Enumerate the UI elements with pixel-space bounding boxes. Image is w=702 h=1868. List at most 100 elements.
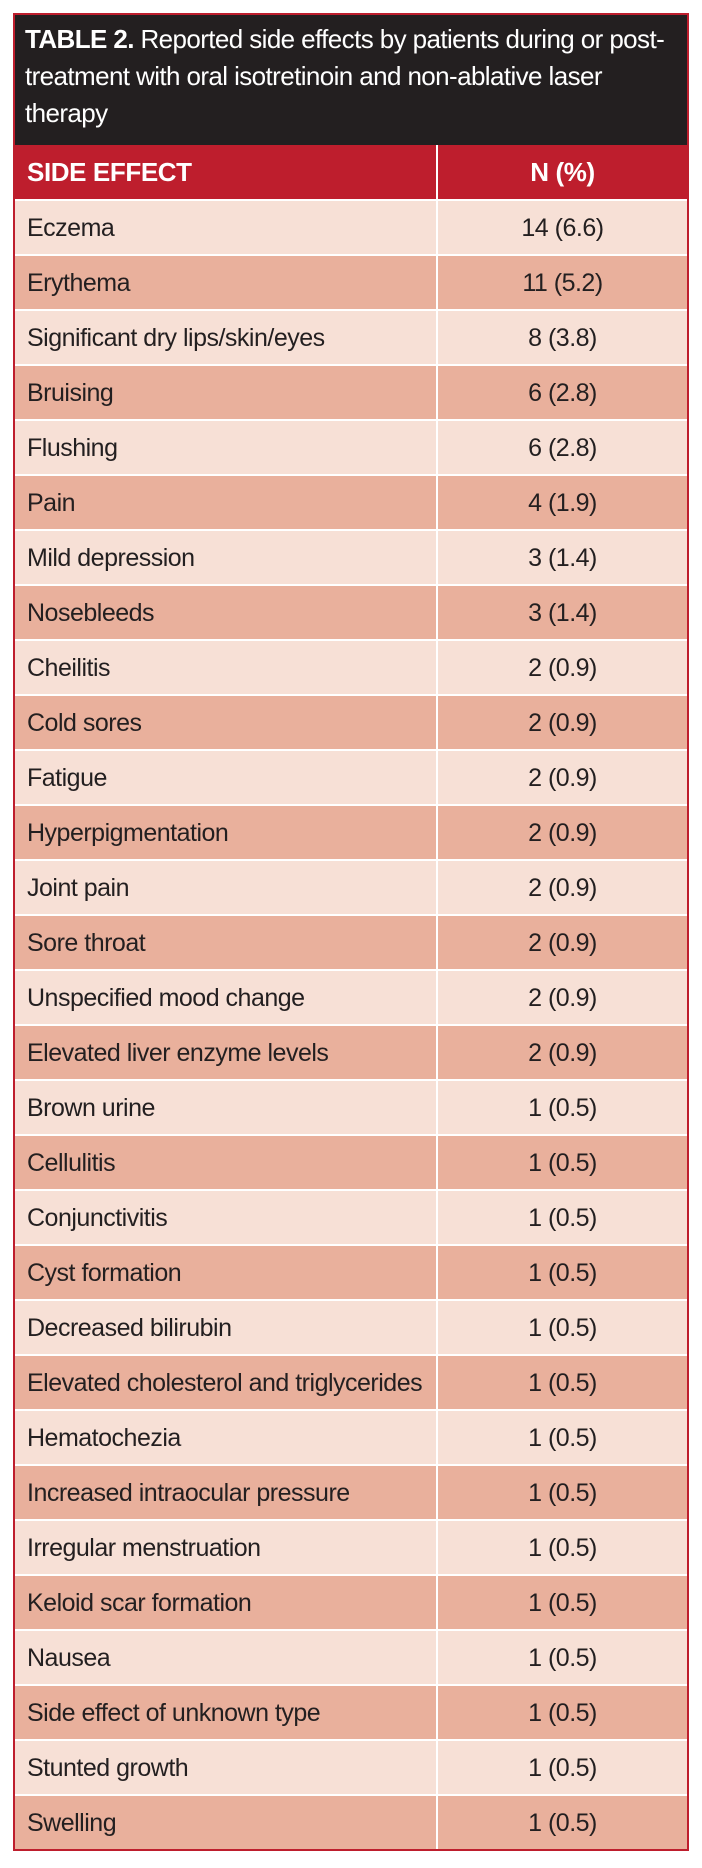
count-cell: 11 (5.2)	[436, 254, 687, 310]
side-effect-cell: Stunted growth	[15, 1739, 437, 1795]
count-cell: 1 (0.5)	[436, 1629, 687, 1685]
side-effect-cell: Cheilitis	[15, 639, 437, 695]
side-effect-cell: Joint pain	[15, 859, 437, 915]
side-effect-cell: Elevated cholesterol and triglycerides	[15, 1354, 437, 1410]
table-title: TABLE 2. Reported side effects by patien…	[15, 15, 687, 145]
table-row: Irregular menstruation 1 (0.5)	[15, 1519, 687, 1575]
table-row: Elevated liver enzyme levels 2 (0.9)	[15, 1024, 687, 1080]
table-row: Erythema 11 (5.2)	[15, 254, 687, 310]
table-row: Flushing 6 (2.8)	[15, 419, 687, 475]
table-row: Keloid scar formation 1 (0.5)	[15, 1574, 687, 1630]
table-row: Cyst formation 1 (0.5)	[15, 1244, 687, 1300]
table-row: Sore throat 2 (0.9)	[15, 914, 687, 970]
table-row: Hyperpigmentation 2 (0.9)	[15, 804, 687, 860]
count-cell: 2 (0.9)	[436, 859, 687, 915]
table-frame: TABLE 2. Reported side effects by patien…	[13, 13, 689, 1851]
table-row: Eczema 14 (6.6)	[15, 199, 687, 255]
count-cell: 1 (0.5)	[436, 1354, 687, 1410]
side-effect-cell: Pain	[15, 474, 437, 530]
count-cell: 1 (0.5)	[436, 1134, 687, 1190]
side-effect-cell: Brown urine	[15, 1079, 437, 1135]
count-cell: 1 (0.5)	[436, 1079, 687, 1135]
table-row: Cheilitis 2 (0.9)	[15, 639, 687, 695]
table-row: Bruising 6 (2.8)	[15, 364, 687, 420]
count-cell: 1 (0.5)	[436, 1684, 687, 1740]
table-row: Significant dry lips/skin/eyes 8 (3.8)	[15, 309, 687, 365]
side-effect-cell: Irregular menstruation	[15, 1519, 437, 1575]
table-row: Elevated cholesterol and triglycerides 1 …	[15, 1354, 687, 1410]
count-cell: 3 (1.4)	[436, 529, 687, 585]
table-body: Eczema 14 (6.6) Erythema 11 (5.2) Significan…	[15, 199, 687, 1849]
table-row: Stunted growth 1 (0.5)	[15, 1739, 687, 1795]
side-effect-cell: Cold sores	[15, 694, 437, 750]
count-cell: 1 (0.5)	[436, 1299, 687, 1355]
table-row: Side effect of unknown type 1 (0.5)	[15, 1684, 687, 1740]
header-row: SIDE EFFECT N (%)	[15, 145, 687, 200]
count-cell: 2 (0.9)	[436, 694, 687, 750]
count-cell: 1 (0.5)	[436, 1189, 687, 1245]
count-cell: 2 (0.9)	[436, 1024, 687, 1080]
count-cell: 2 (0.9)	[436, 639, 687, 695]
side-effect-cell: Increased intraocular pressure	[15, 1464, 437, 1520]
side-effect-cell: Eczema	[15, 199, 437, 255]
table-row: Hematochezia 1 (0.5)	[15, 1409, 687, 1465]
side-effect-cell: Elevated liver enzyme levels	[15, 1024, 437, 1080]
table-row: Brown urine 1 (0.5)	[15, 1079, 687, 1135]
table-row: Swelling 1 (0.5)	[15, 1794, 687, 1849]
table-row: Joint pain 2 (0.9)	[15, 859, 687, 915]
title-text: Reported side effects by patients during…	[25, 24, 665, 128]
count-cell: 1 (0.5)	[436, 1519, 687, 1575]
table-row: Cold sores 2 (0.9)	[15, 694, 687, 750]
table-row: Increased intraocular pressure 1 (0.5)	[15, 1464, 687, 1520]
side-effect-cell: Sore throat	[15, 914, 437, 970]
table-row: Cellulitis 1 (0.5)	[15, 1134, 687, 1190]
count-cell: 2 (0.9)	[436, 914, 687, 970]
table-row: Unspecified mood change 2 (0.9)	[15, 969, 687, 1025]
side-effect-cell: Keloid scar formation	[15, 1574, 437, 1630]
side-effect-cell: Bruising	[15, 364, 437, 420]
count-cell: 3 (1.4)	[436, 584, 687, 640]
header-cell: N (%)	[436, 145, 687, 200]
count-cell: 1 (0.5)	[436, 1409, 687, 1465]
table-row: Nosebleeds 3 (1.4)	[15, 584, 687, 640]
count-cell: 6 (2.8)	[436, 364, 687, 420]
side-effect-cell: Hyperpigmentation	[15, 804, 437, 860]
count-cell: 1 (0.5)	[436, 1794, 687, 1849]
side-effect-cell: Decreased bilirubin	[15, 1299, 437, 1355]
side-effect-cell: Hematochezia	[15, 1409, 437, 1465]
table-row: Pain 4 (1.9)	[15, 474, 687, 530]
count-cell: 2 (0.9)	[436, 749, 687, 805]
count-cell: 8 (3.8)	[436, 309, 687, 365]
side-effect-cell: Side effect of unknown type	[15, 1684, 437, 1740]
side-effect-cell: Nosebleeds	[15, 584, 437, 640]
side-effect-cell: Swelling	[15, 1794, 437, 1849]
title-label: TABLE 2.	[25, 24, 134, 54]
side-effect-cell: Conjunctivitis	[15, 1189, 437, 1245]
count-cell: 2 (0.9)	[436, 804, 687, 860]
count-cell: 4 (1.9)	[436, 474, 687, 530]
count-cell: 1 (0.5)	[436, 1244, 687, 1300]
side-effect-cell: Cellulitis	[15, 1134, 437, 1190]
side-effect-cell: Fatigue	[15, 749, 437, 805]
table-row: Decreased bilirubin 1 (0.5)	[15, 1299, 687, 1355]
side-effect-cell: Mild depression	[15, 529, 437, 585]
side-effect-cell: Cyst formation	[15, 1244, 437, 1300]
header-cell: SIDE EFFECT	[15, 145, 437, 200]
table-row: Nausea 1 (0.5)	[15, 1629, 687, 1685]
count-cell: 1 (0.5)	[436, 1739, 687, 1795]
count-cell: 2 (0.9)	[436, 969, 687, 1025]
side-effect-cell: Significant dry lips/skin/eyes	[15, 309, 437, 365]
count-cell: 1 (0.5)	[436, 1464, 687, 1520]
count-cell: 14 (6.6)	[436, 199, 687, 255]
count-cell: 1 (0.5)	[436, 1574, 687, 1630]
side-effects-table: SIDE EFFECT N (%) Eczema 14 (6.6) Erythema…	[15, 145, 687, 1849]
side-effect-cell: Erythema	[15, 254, 437, 310]
count-cell: 6 (2.8)	[436, 419, 687, 475]
table-row: Mild depression 3 (1.4)	[15, 529, 687, 585]
side-effect-cell: Flushing	[15, 419, 437, 475]
side-effect-cell: Unspecified mood change	[15, 969, 437, 1025]
table-row: Conjunctivitis 1 (0.5)	[15, 1189, 687, 1245]
table-row: Fatigue 2 (0.9)	[15, 749, 687, 805]
side-effect-cell: Nausea	[15, 1629, 437, 1685]
